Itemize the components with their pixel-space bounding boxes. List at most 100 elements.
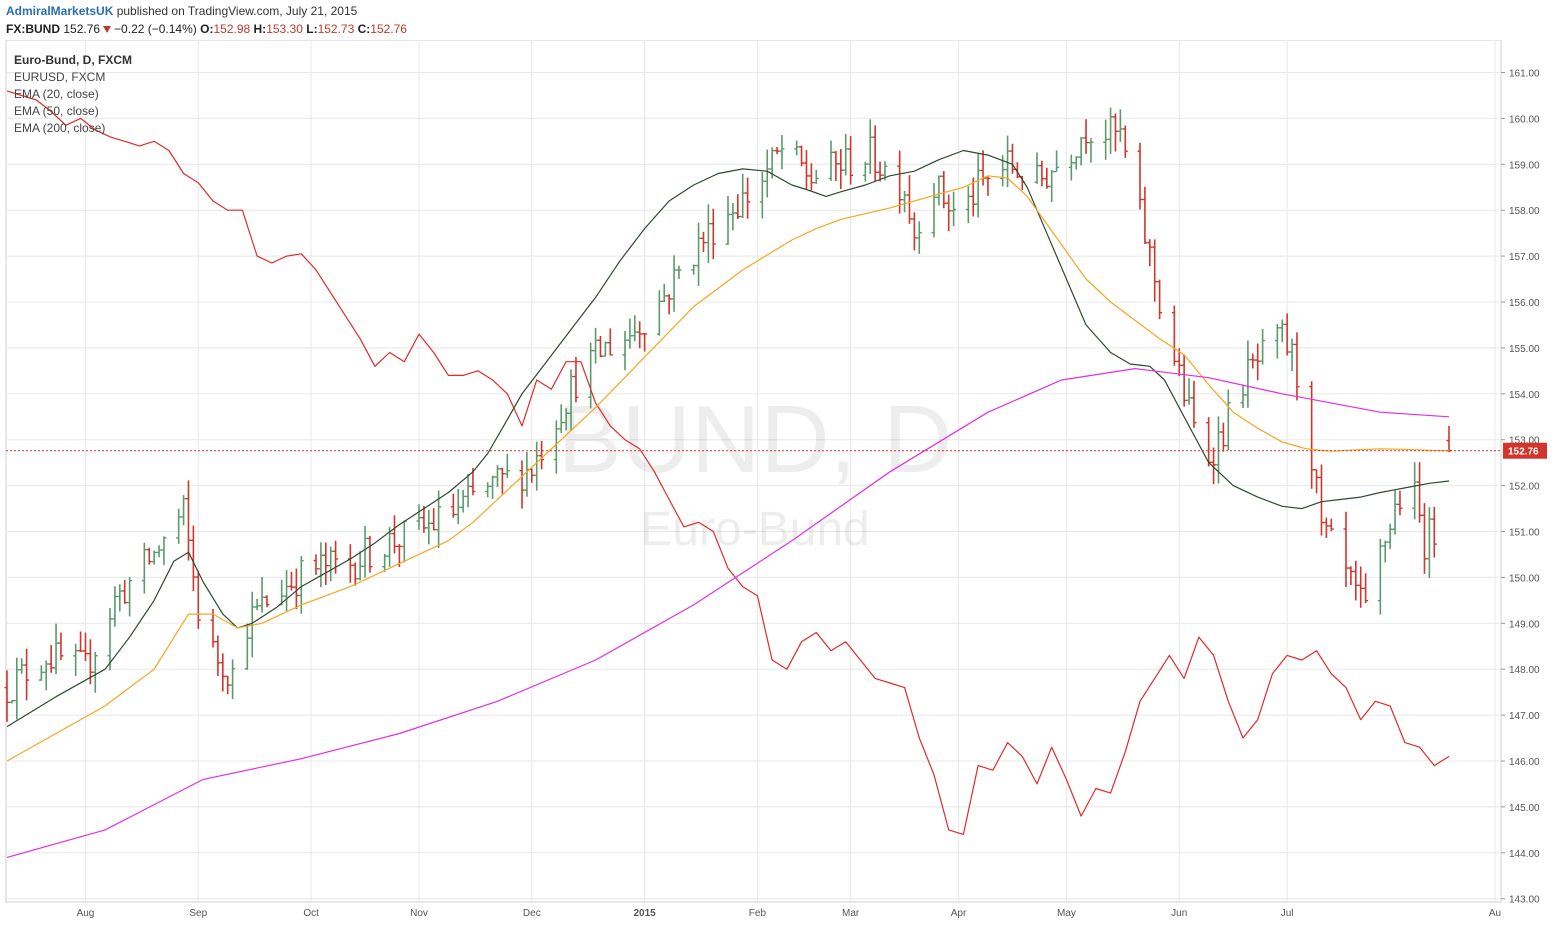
ohlc-bar <box>936 175 942 206</box>
ohlc-bar <box>1294 332 1300 401</box>
ohlc-bar <box>1377 539 1383 615</box>
y-tick-label: 148.00 <box>1509 665 1540 676</box>
ohlc-bar <box>43 660 49 691</box>
last-price-tag: 152.76 <box>6 442 1547 459</box>
ohlc-bar <box>455 488 461 525</box>
ohlc-bar <box>220 653 226 692</box>
ohlc-bar <box>176 508 182 544</box>
ohlc-bar <box>78 631 84 653</box>
ohlc-bar <box>284 570 290 612</box>
ohlc-bar <box>833 151 839 182</box>
ohlc-bar <box>725 196 731 245</box>
ohlc-bar <box>244 623 250 670</box>
ohlc-bar <box>906 175 912 224</box>
ohlc-bar <box>1009 143 1015 174</box>
ohlc-bar <box>14 657 20 720</box>
ohlc-bar <box>1240 384 1246 409</box>
ohlc-bar <box>946 194 952 232</box>
ohlc-bar <box>328 546 334 582</box>
symbol-label: FX:BUND <box>6 22 60 36</box>
ohlc-bar <box>1049 169 1055 203</box>
ohlc-bar <box>288 572 294 591</box>
price-axis[interactable]: 143.00 144.00 145.00 146.00 147.00 148.00 149.… <box>1501 69 1540 906</box>
price-chart[interactable]: BUND, D Euro-Bund 143.00 144.00 145.00 146.… <box>0 40 1555 931</box>
ohlc-bar <box>759 172 765 219</box>
ohlc-bar <box>387 527 393 567</box>
last-price-badge-text: 152.76 <box>1508 447 1539 458</box>
ohlc-bar <box>382 553 388 572</box>
ohlc-bar <box>534 441 540 491</box>
ohlc-bar <box>558 404 564 434</box>
ohlc-bar <box>808 163 814 191</box>
ohlc-bar <box>627 318 633 349</box>
ohlc-bar <box>1353 560 1359 601</box>
y-tick-label: 161.00 <box>1509 69 1540 80</box>
y-tick-label: 150.00 <box>1509 573 1540 584</box>
ohlc-bar <box>1250 353 1256 369</box>
ohlc-bar <box>254 598 260 611</box>
ohlc-bar <box>490 475 496 499</box>
ohlc-bar <box>450 493 456 518</box>
price-change: −0.22 (−0.14%) <box>114 22 197 36</box>
ohlc-bar <box>151 550 157 565</box>
ohlc-bar <box>661 283 667 303</box>
y-tick-label: 146.00 <box>1509 757 1540 768</box>
ohlc-bar <box>156 545 162 558</box>
legend-ema50[interactable]: EMA (50, close) <box>14 104 99 118</box>
ohlc-bar <box>107 607 113 671</box>
ohlc-bar <box>122 580 128 604</box>
x-tick-label: Nov <box>410 908 428 919</box>
ohlc-bar <box>352 562 358 586</box>
ohlc-bar <box>1083 119 1089 154</box>
ohlc-bar <box>676 265 682 279</box>
plot-area <box>5 40 1502 903</box>
ohlc-bar <box>931 183 937 238</box>
ohlc-bar <box>1279 319 1285 343</box>
y-tick-label: 147.00 <box>1509 711 1540 722</box>
ohlc-bar <box>1348 566 1354 586</box>
ohlc-bar <box>897 150 903 214</box>
ohlc-bar <box>504 453 510 478</box>
ohlc-bar <box>696 222 702 286</box>
published-text: published on TradingView.com, July 21, 2… <box>113 4 358 18</box>
legend-ema200[interactable]: EMA (200, close) <box>14 121 106 135</box>
y-tick-label: 154.00 <box>1509 390 1540 401</box>
close-label: C: <box>357 22 371 36</box>
ohlc-bar <box>877 161 883 182</box>
ohlc-bar <box>146 547 152 565</box>
ohlc-bar <box>357 551 363 581</box>
watermark-name: Euro-Bund <box>640 503 869 556</box>
ohlc-bar <box>813 169 819 184</box>
ohlc-bar <box>117 584 123 612</box>
ohlc-bar <box>1343 511 1349 588</box>
ohlc-bar <box>593 327 599 364</box>
ohlc-bar <box>740 173 746 219</box>
ohlc-bar <box>622 330 628 371</box>
ohlc-bar <box>1181 354 1187 407</box>
legend-main[interactable]: Euro-Bund, D, FXCM <box>14 53 132 67</box>
ohlc-bar <box>862 161 868 182</box>
ohlc-bar <box>181 495 187 526</box>
author-link[interactable]: AdmiralMarketsUK <box>6 4 114 18</box>
ohlc-bar <box>1260 329 1266 365</box>
ohlc-bar <box>259 576 265 613</box>
ohlc-bar <box>92 652 98 693</box>
ohlc-bar <box>1073 156 1079 170</box>
last-price-badge <box>1503 442 1547 459</box>
legend-ema20[interactable]: EMA (20, close) <box>14 87 99 101</box>
ohlc-bar <box>843 134 849 176</box>
ohlc-bar <box>1211 447 1217 485</box>
time-axis[interactable]: Aug Sep Oct Nov Dec 2015 Feb Mar Apr May Jun Jul Au <box>77 908 1502 919</box>
ohlc-bar <box>391 515 397 554</box>
ohlc-bar <box>1245 340 1251 408</box>
ohlc-bar <box>916 221 922 254</box>
ohlc-bar <box>700 231 706 252</box>
legend-eurusd[interactable]: EURUSD, FXCM <box>14 70 106 84</box>
ohlc-bar <box>1191 380 1197 428</box>
ohlc-bar <box>975 153 981 218</box>
ohlc-bar <box>141 542 147 594</box>
x-tick-label: Au <box>1489 908 1501 919</box>
x-tick-label: Aug <box>77 908 95 919</box>
y-tick-label: 158.00 <box>1509 206 1540 217</box>
open-value: 152.98 <box>213 22 251 36</box>
